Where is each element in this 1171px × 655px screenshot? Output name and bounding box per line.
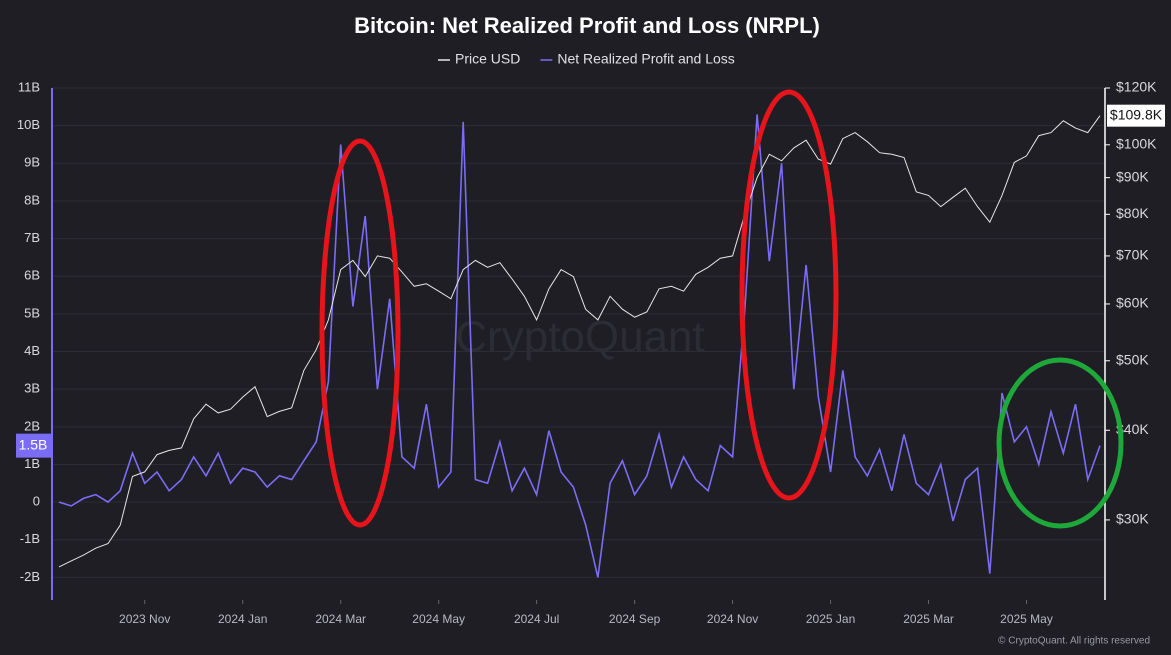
series-line bbox=[58, 115, 1101, 568]
highlight-ellipse bbox=[319, 138, 401, 528]
last-value-label: $109.8K bbox=[1110, 106, 1163, 122]
x-tick-label: 2024 Mar bbox=[315, 612, 366, 626]
y-tick-label: 9B bbox=[24, 155, 40, 170]
last-value-box bbox=[16, 433, 51, 458]
y-tick-label: 5B bbox=[24, 305, 40, 320]
y-tick-label: -1B bbox=[20, 531, 40, 546]
x-tick-label: 2024 Jan bbox=[218, 612, 267, 626]
x-tick-label: 2024 Nov bbox=[707, 612, 758, 626]
highlight-ellipse bbox=[739, 89, 839, 501]
plot: -2B -1B 0 1B 2B 3B 4B 5B 6B 7B 8B 9B 10B 11B $30K $40K $… bbox=[16, 79, 1165, 626]
chart-title: Bitcoin: Net Realized Profit and Loss (N… bbox=[354, 13, 820, 38]
x-tick-label: 2024 Jul bbox=[514, 612, 559, 626]
y-tick-label: 6B bbox=[24, 268, 40, 283]
y-tick-label: 1B bbox=[24, 456, 40, 471]
watermark: CryptoQuant bbox=[455, 313, 704, 362]
y2-tick-label: $50K bbox=[1116, 351, 1149, 367]
y2-tick-label: $60K bbox=[1116, 295, 1149, 311]
x-tick-label: 2024 May bbox=[412, 612, 465, 626]
legend-label: Price USD bbox=[455, 51, 520, 67]
y2-tick-label: $100K bbox=[1116, 136, 1157, 152]
x-tick-label: 2024 Sep bbox=[609, 612, 661, 626]
y-tick-label: 2B bbox=[24, 418, 40, 433]
y2-tick-label: $90K bbox=[1116, 168, 1149, 184]
y-tick-label: 4B bbox=[24, 343, 40, 358]
y-tick-label: 10B bbox=[17, 117, 40, 132]
y2-tick-label: $120K bbox=[1116, 79, 1157, 95]
last-value-label: 1.5B bbox=[19, 436, 48, 452]
series-line bbox=[58, 114, 1101, 578]
y2-tick-label: $30K bbox=[1116, 511, 1149, 527]
x-tick-label: 2025 May bbox=[1000, 612, 1053, 626]
y-tick-label: -2B bbox=[20, 569, 40, 584]
highlight-ellipse bbox=[996, 357, 1124, 529]
y-tick-label: 7B bbox=[24, 230, 40, 245]
y2-tick-label: $80K bbox=[1116, 205, 1149, 221]
legend-label: Net Realized Profit and Loss bbox=[557, 51, 734, 67]
last-value-box bbox=[1107, 104, 1165, 127]
y2-tick-label: $40K bbox=[1116, 421, 1149, 437]
y-tick-label: 11B bbox=[18, 79, 40, 94]
x-tick-label: 2025 Mar bbox=[903, 612, 954, 626]
y-tick-label: 3B bbox=[24, 381, 40, 396]
x-tick-label: 2023 Nov bbox=[119, 612, 170, 626]
y-tick-label: 0 bbox=[33, 494, 40, 509]
footer: © CryptoQuant. All rights reserved bbox=[998, 636, 1150, 647]
y2-tick-label: $70K bbox=[1116, 247, 1149, 263]
legend: Price USD Net Realized Profit and Loss bbox=[438, 51, 735, 67]
x-tick-label: 2025 Jan bbox=[806, 612, 855, 626]
y-tick-label: 8B bbox=[24, 192, 40, 207]
